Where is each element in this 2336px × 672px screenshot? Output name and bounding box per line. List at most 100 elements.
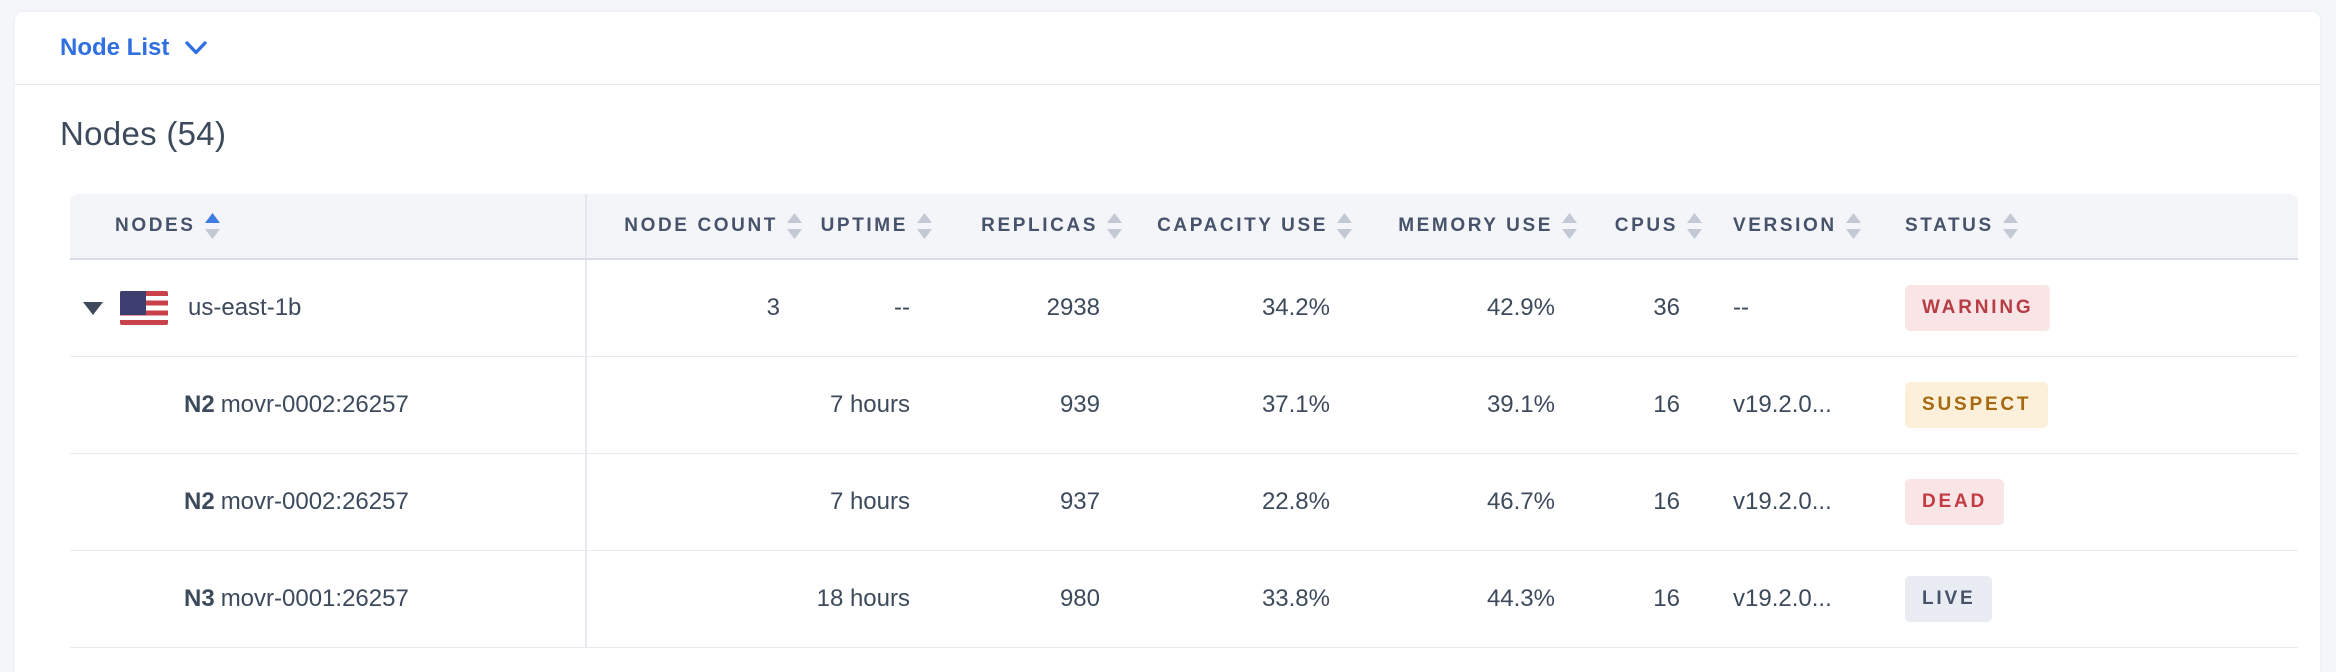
node-row[interactable]: N2 movr-0002:26257 7 hours 939 37.1% 39.1% 16 v…	[70, 357, 2298, 454]
sort-icon	[204, 213, 220, 239]
node-row[interactable]: N2 movr-0002:26257 7 hours 937 22.8% 46.7% 16 v…	[70, 454, 2298, 551]
column-label: NODE COUNT	[624, 215, 778, 236]
cpus-cell: 16	[1587, 357, 1712, 453]
cpus-cell: 36	[1587, 260, 1712, 356]
capacity-use-value: 34.2%	[1261, 294, 1330, 321]
version-value: v19.2.0...	[1733, 585, 1832, 612]
memory-use-cell: 42.9%	[1362, 260, 1587, 356]
memory-use-value: 46.7%	[1486, 488, 1555, 515]
sort-icon	[1562, 213, 1577, 239]
version-value: v19.2.0...	[1733, 488, 1832, 515]
chevron-down-icon	[185, 41, 208, 55]
nodes-cell: N2 movr-0002:26257	[70, 454, 587, 550]
column-label: STATUS	[1905, 215, 1994, 236]
node-id: N3	[184, 585, 215, 612]
status-cell: DEAD	[1882, 454, 2298, 550]
node-id: N2	[184, 391, 215, 418]
capacity-use-value: 37.1%	[1261, 391, 1330, 418]
flag-canton	[120, 291, 146, 315]
region-name: us-east-1b	[188, 294, 301, 322]
uptime-value: 7 hours	[829, 488, 910, 515]
column-header-version[interactable]: VERSION	[1712, 194, 1882, 258]
column-label: VERSION	[1733, 215, 1837, 236]
memory-use-cell: 39.1%	[1362, 357, 1587, 453]
capacity-use-value: 33.8%	[1261, 585, 1330, 612]
cpus-value: 16	[1653, 585, 1680, 612]
capacity-use-cell: 33.8%	[1132, 551, 1362, 647]
cpus-value: 16	[1653, 488, 1680, 515]
page-title: Nodes (54)	[60, 115, 227, 152]
replicas-cell: 2938	[942, 260, 1132, 356]
nodes-table: NODES NODE COUNT UPTIME REPLICAS CAPACIT…	[70, 194, 2298, 648]
version-cell: --	[1712, 260, 1882, 356]
column-label: UPTIME	[820, 215, 908, 236]
node-address: movr-0002:26257	[220, 488, 409, 515]
column-header-uptime[interactable]: UPTIME	[812, 194, 942, 258]
column-header-status[interactable]: STATUS	[1882, 194, 2298, 258]
replicas-value: 937	[1059, 488, 1100, 515]
uptime-cell: 7 hours	[812, 357, 942, 453]
node-name: N2 movr-0002:26257	[184, 488, 409, 516]
sort-icon	[1845, 213, 1861, 239]
column-header-node_count[interactable]: NODE COUNT	[587, 194, 812, 258]
collapse-region-icon[interactable]	[83, 301, 103, 315]
version-cell: v19.2.0...	[1712, 454, 1882, 550]
capacity-use-cell: 34.2%	[1132, 260, 1362, 356]
status-badge: WARNING	[1905, 285, 2051, 331]
sort-icon	[2002, 213, 2018, 239]
sort-icon	[1687, 213, 1702, 239]
capacity-use-cell: 22.8%	[1132, 454, 1362, 550]
replicas-value: 939	[1059, 391, 1100, 418]
capacity-use-cell: 37.1%	[1132, 357, 1362, 453]
memory-use-cell: 44.3%	[1362, 551, 1587, 647]
uptime-cell: --	[812, 260, 942, 356]
memory-use-value: 39.1%	[1486, 391, 1555, 418]
node-count-value: 3	[766, 294, 780, 321]
us-flag-icon	[120, 291, 168, 325]
node-list-dropdown[interactable]: Node List	[60, 34, 208, 62]
column-header-cpus[interactable]: CPUS	[1587, 194, 1712, 258]
version-value: --	[1733, 294, 1749, 321]
node-count-cell	[587, 357, 812, 453]
nodes-cell: us-east-1b	[70, 260, 587, 356]
column-label: REPLICAS	[981, 215, 1098, 236]
node-id: N2	[184, 488, 215, 515]
sort-icon	[1337, 213, 1352, 239]
memory-use-value: 44.3%	[1486, 585, 1555, 612]
node-count-cell: 3	[587, 260, 812, 356]
column-header-capacity_use[interactable]: CAPACITY USE	[1132, 194, 1362, 258]
nodes-cell: N2 movr-0002:26257	[70, 357, 587, 453]
node-row[interactable]: N3 movr-0001:26257 18 hours 980 33.8% 44.3% 16…	[70, 551, 2298, 648]
uptime-cell: 18 hours	[812, 551, 942, 647]
cpus-cell: 16	[1587, 551, 1712, 647]
replicas-cell: 980	[942, 551, 1132, 647]
page-selector-bar: Node List	[15, 12, 2320, 85]
status-badge: LIVE	[1905, 576, 1993, 622]
node-name: N3 movr-0001:26257	[184, 585, 409, 613]
replicas-value: 980	[1059, 585, 1100, 612]
sort-icon	[787, 213, 802, 239]
status-badge: SUSPECT	[1905, 382, 2049, 428]
node-count-cell	[587, 454, 812, 550]
status-badge: DEAD	[1905, 479, 2005, 525]
column-label: CPUS	[1614, 215, 1678, 236]
node-count-cell	[587, 551, 812, 647]
uptime-cell: 7 hours	[812, 454, 942, 550]
column-label: CAPACITY USE	[1157, 215, 1328, 236]
table-header-row: NODES NODE COUNT UPTIME REPLICAS CAPACIT…	[70, 194, 2298, 260]
region-row[interactable]: us-east-1b 3 -- 2938 34.2% 42.9% 36 -- WARNING	[70, 260, 2298, 357]
column-header-memory_use[interactable]: MEMORY USE	[1362, 194, 1587, 258]
nodes-cell: N3 movr-0001:26257	[70, 551, 587, 647]
node-list-dropdown-label: Node List	[60, 34, 170, 61]
version-cell: v19.2.0...	[1712, 551, 1882, 647]
status-cell: SUSPECT	[1882, 357, 2298, 453]
uptime-value: 18 hours	[816, 585, 910, 612]
version-value: v19.2.0...	[1733, 391, 1832, 418]
column-header-nodes[interactable]: NODES	[70, 194, 587, 258]
node-address: movr-0002:26257	[220, 391, 409, 418]
uptime-value: --	[894, 294, 910, 321]
memory-use-value: 42.9%	[1486, 294, 1555, 321]
column-header-replicas[interactable]: REPLICAS	[942, 194, 1132, 258]
cpus-value: 16	[1653, 391, 1680, 418]
node-name: N2 movr-0002:26257	[184, 391, 409, 419]
